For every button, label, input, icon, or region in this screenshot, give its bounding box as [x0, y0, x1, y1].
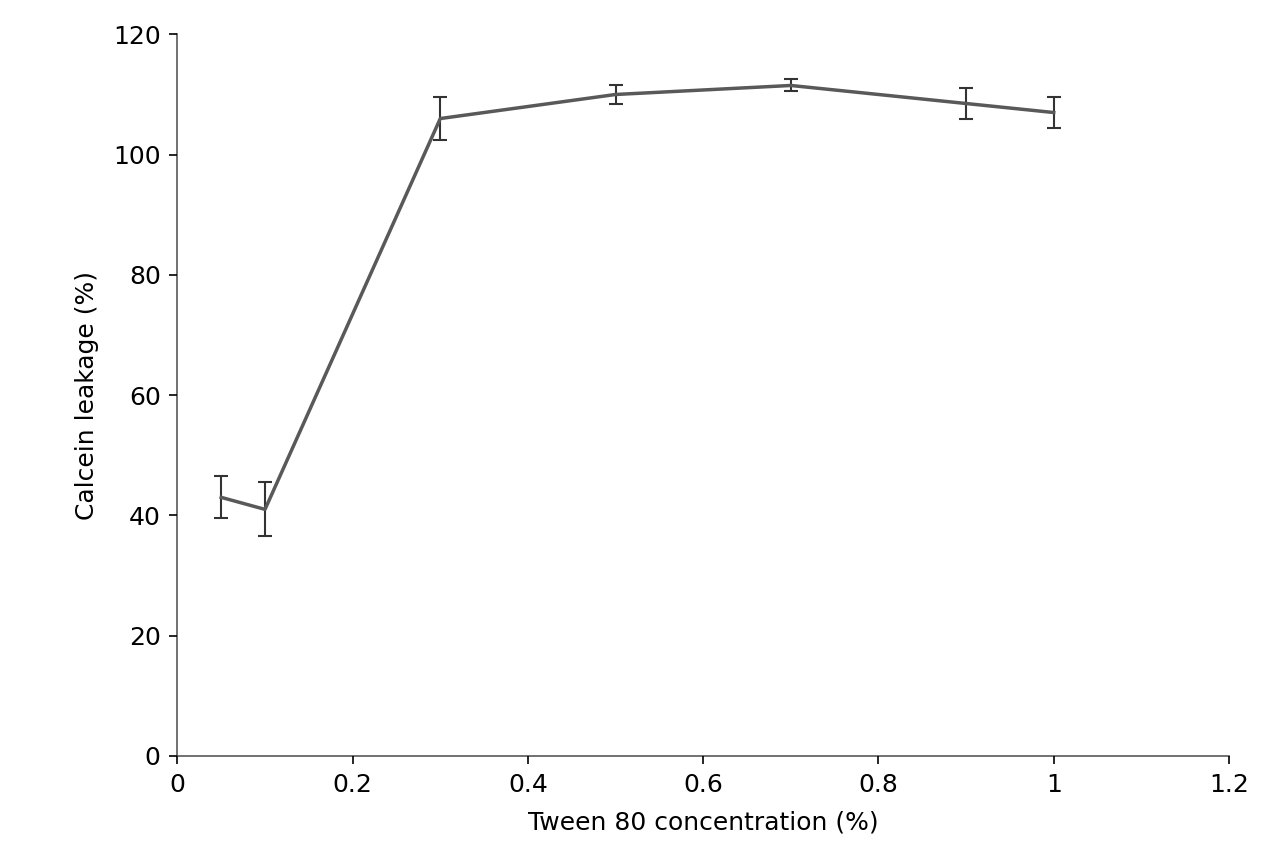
X-axis label: Tween 80 concentration (%): Tween 80 concentration (%) — [528, 811, 878, 834]
Y-axis label: Calcein leakage (%): Calcein leakage (%) — [75, 271, 99, 520]
